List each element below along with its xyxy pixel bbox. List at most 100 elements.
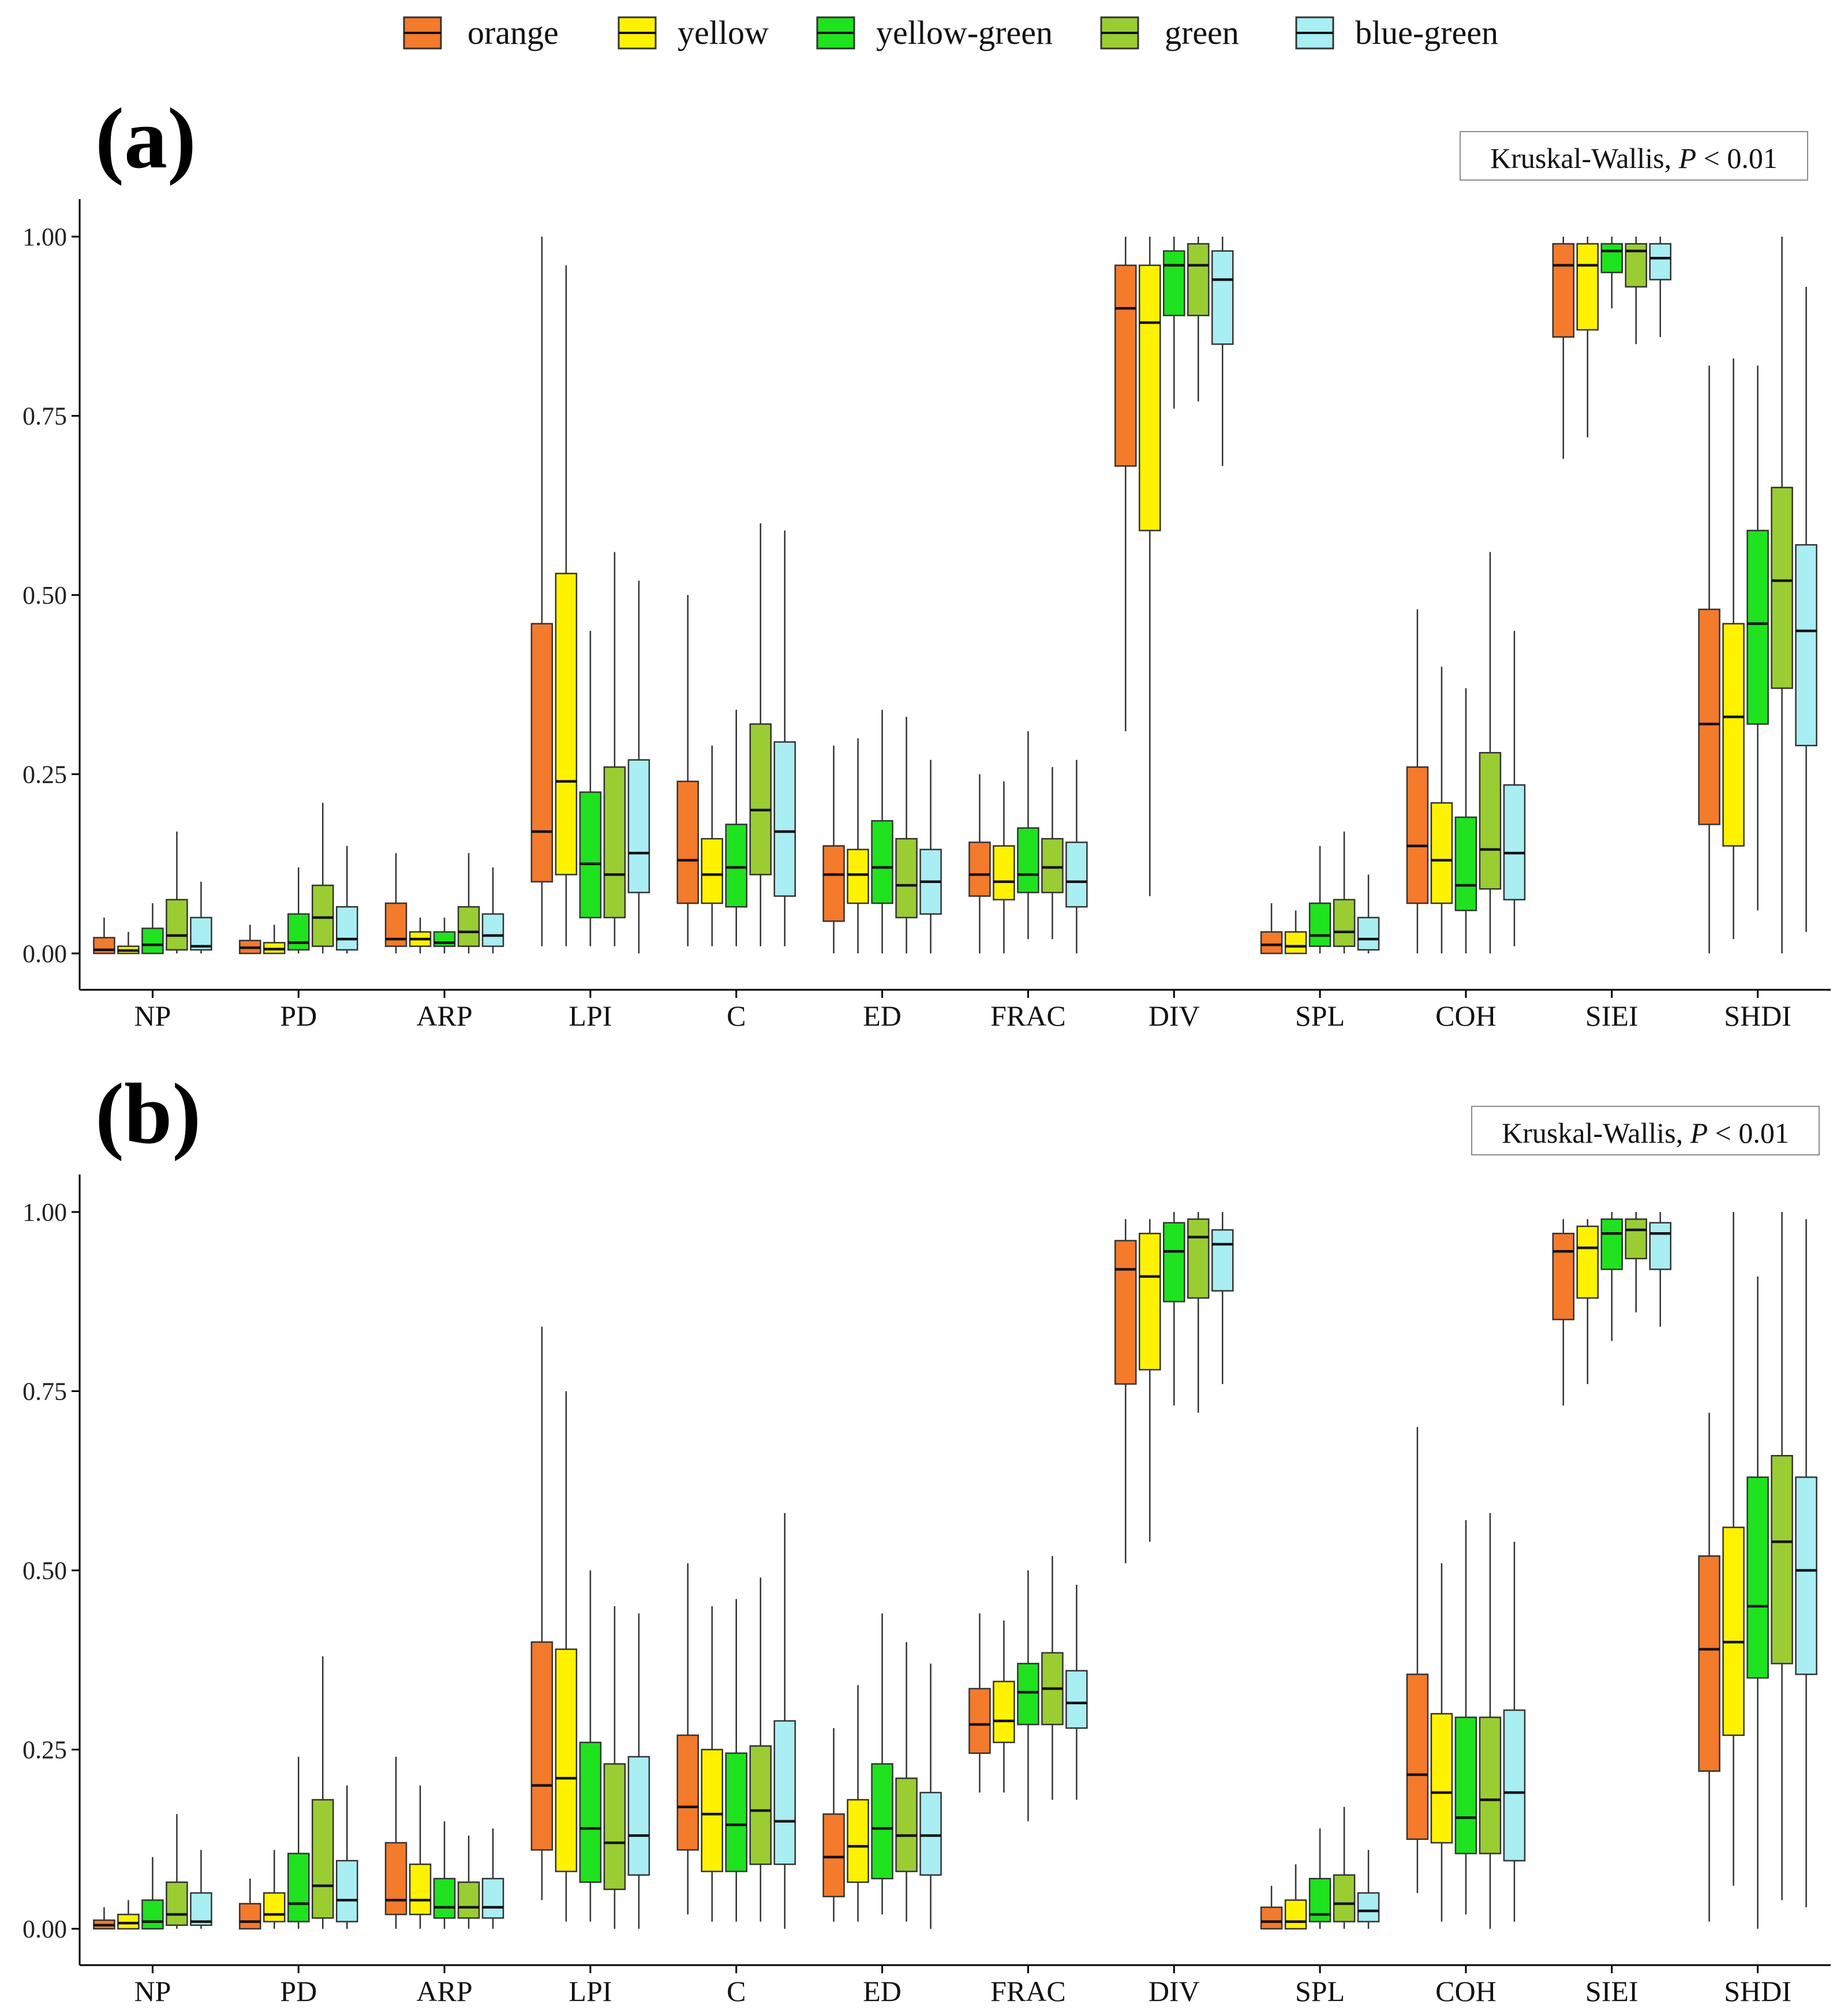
- box: [263, 1892, 286, 1922]
- panel-a-box-c-orange: [676, 595, 699, 946]
- panel-a-box-ed-green: [895, 717, 918, 953]
- panel-b-x-tick-label-c: C: [727, 1975, 746, 2007]
- box: [1771, 487, 1793, 689]
- box: [1357, 916, 1380, 951]
- box: [1576, 1225, 1599, 1299]
- box: [433, 1877, 456, 1919]
- box: [895, 838, 918, 919]
- panel-b-box-ed-orange: [822, 1728, 845, 1922]
- panel-a-x-tick-label-frac: FRAC: [990, 1000, 1066, 1032]
- box: [1746, 529, 1769, 725]
- panel-a-x-tick-label-div: DIV: [1149, 1000, 1200, 1032]
- panel-b-box-np-orange: [93, 1907, 115, 1930]
- box: [1017, 1663, 1039, 1726]
- panel-b-box-spl-green: [1333, 1806, 1356, 1929]
- panel-b-box-div-yellow-green: [1163, 1212, 1185, 1406]
- box: [701, 838, 723, 904]
- panel-a-box-arp-orange: [384, 853, 407, 953]
- panel-b-x-tick-label-shdi: SHDI: [1724, 1975, 1791, 2007]
- panel-b-x-tick-label-lpi: LPI: [568, 1975, 612, 2007]
- box: [1649, 1222, 1671, 1270]
- panel-a-y-tick-label: 0.75: [23, 402, 67, 431]
- panel-b-box-siei-blue-green: [1649, 1212, 1671, 1327]
- box: [603, 766, 626, 919]
- legend-label-yellow: yellow: [678, 14, 769, 51]
- box: [1503, 1709, 1526, 1862]
- box: [1503, 784, 1526, 901]
- panel-b-box-siei-yellow: [1576, 1219, 1599, 1385]
- panel-b-box-lpi-green: [603, 1606, 626, 1929]
- box: [871, 1763, 893, 1880]
- box: [190, 916, 212, 951]
- legend-label-orange: orange: [467, 14, 559, 51]
- panel-a-annotation-text: Kruskal-Wallis, P < 0.01: [1490, 142, 1778, 174]
- panel-a-box-arp-blue-green: [481, 867, 504, 953]
- panel-b-box-spl-yellow-green: [1308, 1828, 1331, 1929]
- panel-a-box-pd-orange: [239, 925, 261, 955]
- panel-b-box-div-green: [1187, 1212, 1210, 1413]
- box: [1114, 264, 1137, 467]
- panel-a-box-siei-yellow: [1576, 237, 1599, 437]
- box: [1065, 841, 1088, 908]
- panel-a-box-ed-yellow: [847, 738, 869, 953]
- box: [749, 1745, 772, 1865]
- box: [1211, 1229, 1234, 1292]
- panel-b-box-shdi-yellow-green: [1746, 1276, 1769, 1929]
- panel-a-x-tick-label-np: NP: [134, 1000, 171, 1032]
- panel-b-box-frac-yellow-green: [1017, 1570, 1039, 1821]
- panel-a-box-div-yellow: [1139, 237, 1161, 896]
- panel-b-plot: 0.00 0.25 0.50 0.75 1.00 NP PD ARP LPI C ED FRAC DIV…: [23, 1174, 1831, 2007]
- panel-a-y-tick-label: 0.50: [23, 581, 67, 609]
- box: [1454, 1716, 1477, 1854]
- panel-b-box-frac-blue-green: [1065, 1584, 1088, 1800]
- panel-b-box-spl-orange: [1260, 1885, 1283, 1930]
- panel-a-label: (a): [95, 91, 196, 186]
- box: [384, 1842, 407, 1916]
- box: [895, 1777, 918, 1872]
- panel-b-box-np-blue-green: [190, 1850, 212, 1929]
- panel-a-x-tick-label-lpi: LPI: [568, 1000, 612, 1032]
- legend-item-blue-green: blue-green: [1295, 14, 1498, 51]
- panel-a-box-spl-green: [1333, 831, 1356, 953]
- panel-b-box-siei-yellow-green: [1600, 1212, 1623, 1341]
- panel-a-box-div-blue-green: [1211, 237, 1234, 466]
- box: [1114, 1240, 1137, 1385]
- panel-b-annotation: Kruskal-Wallis, P < 0.01: [1471, 1106, 1820, 1155]
- panel-a-box-lpi-blue-green: [627, 581, 650, 953]
- box: [847, 1799, 869, 1883]
- box: [725, 1752, 747, 1872]
- box: [481, 1877, 504, 1919]
- box: [312, 1799, 334, 1919]
- box: [822, 1813, 845, 1898]
- box: [993, 845, 1015, 901]
- box: [166, 1881, 188, 1926]
- panel-b-box-pd-blue-green: [336, 1785, 358, 1929]
- box: [1649, 243, 1671, 280]
- box: [1552, 1233, 1574, 1320]
- panel-b-box-lpi-orange: [530, 1326, 553, 1900]
- panel-b-box-pd-green: [312, 1656, 334, 1929]
- box: [1163, 250, 1185, 316]
- box: [555, 1648, 578, 1872]
- box: [1187, 243, 1210, 316]
- box: [166, 899, 188, 951]
- panel-a-box-c-yellow-green: [725, 709, 747, 946]
- box: [993, 1681, 1015, 1744]
- panel-b-box-spl-yellow: [1284, 1864, 1307, 1930]
- panel-b-box-ed-yellow: [847, 1685, 869, 1922]
- panel-a-y-tick-label: 0.25: [23, 761, 67, 789]
- box: [1139, 1233, 1161, 1371]
- box: [312, 884, 334, 947]
- panel-a-box-pd-yellow-green: [287, 867, 310, 953]
- box: [1600, 243, 1623, 274]
- panel-b-box-coh-green: [1479, 1513, 1502, 1929]
- panel-a-x-tick-label-spl: SPL: [1295, 1000, 1345, 1032]
- panel-b-x-tick-label-coh: COH: [1435, 1975, 1497, 2007]
- legend-item-yellow: yellow: [618, 14, 769, 51]
- panel-a-box-frac-blue-green: [1065, 760, 1088, 953]
- panel-b-box-coh-yellow-green: [1454, 1520, 1477, 1915]
- panel-b-box-arp-green: [457, 1835, 480, 1929]
- panel-a-box-pd-blue-green: [336, 845, 358, 953]
- box: [676, 780, 699, 904]
- box: [1625, 1218, 1647, 1259]
